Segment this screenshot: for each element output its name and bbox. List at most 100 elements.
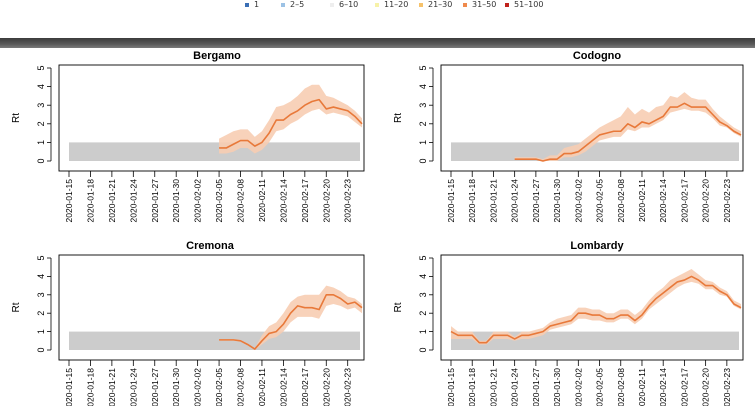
y-axis-label: Rt bbox=[11, 302, 22, 312]
x-tick-label: 2020-02-17 bbox=[300, 368, 310, 406]
x-tick-label: 2020-02-17 bbox=[300, 179, 310, 223]
x-tick-label: 2020-01-30 bbox=[552, 368, 562, 406]
x-tick-label: 2020-02-02 bbox=[573, 368, 583, 406]
y-tick-label: 0 bbox=[36, 347, 46, 352]
legend-label: 6–10 bbox=[339, 0, 359, 9]
x-tick-label: 2020-02-08 bbox=[236, 179, 246, 223]
x-tick-label: 2020-01-18 bbox=[467, 368, 477, 406]
x-tick-label: 2020-02-20 bbox=[701, 368, 711, 406]
x-tick-label: 2020-02-11 bbox=[637, 179, 647, 222]
x-tick-label: 2020-02-14 bbox=[278, 368, 288, 406]
x-tick-label: 2020-01-24 bbox=[128, 368, 138, 406]
y-tick-label: 0 bbox=[36, 158, 46, 163]
x-tick-label: 2020-02-17 bbox=[679, 179, 689, 223]
legend-swatch bbox=[330, 2, 334, 7]
x-tick-label: 2020-02-05 bbox=[595, 179, 605, 223]
x-tick-label: 2020-02-02 bbox=[573, 179, 583, 223]
x-tick-label: 2020-01-21 bbox=[488, 179, 498, 223]
y-tick-label: 4 bbox=[418, 274, 428, 279]
threshold-band bbox=[451, 142, 739, 161]
legend-item: 1 bbox=[245, 0, 259, 10]
legend-label: 51–100 bbox=[514, 0, 544, 9]
legend-swatch bbox=[463, 2, 467, 7]
y-tick-label: 1 bbox=[36, 140, 46, 145]
threshold-band bbox=[69, 142, 360, 161]
x-tick-label: 2020-02-17 bbox=[679, 368, 689, 406]
x-tick-label: 2020-01-21 bbox=[107, 179, 117, 223]
x-tick-label: 2020-01-30 bbox=[171, 179, 181, 223]
legend-item: 31–50 bbox=[463, 0, 496, 10]
legend-swatch bbox=[245, 2, 249, 7]
y-tick-label: 3 bbox=[36, 292, 46, 297]
rt-series-line bbox=[450, 275, 742, 344]
y-axis-label: Rt bbox=[11, 113, 22, 123]
x-tick-label: 2020-02-11 bbox=[637, 368, 647, 406]
y-tick-label: 0 bbox=[418, 158, 428, 163]
x-tick-label: 2020-02-14 bbox=[658, 368, 668, 406]
x-tick-label: 2020-02-14 bbox=[658, 179, 668, 223]
y-axis-label: Rt bbox=[393, 113, 404, 123]
y-tick-label: 2 bbox=[418, 311, 428, 316]
x-tick-label: 2020-02-05 bbox=[214, 368, 224, 406]
x-tick-label: 2020-01-27 bbox=[150, 179, 160, 223]
x-tick-label: 2020-02-20 bbox=[321, 179, 331, 223]
plot-frame bbox=[58, 254, 365, 361]
x-tick-label: 2020-01-21 bbox=[488, 368, 498, 406]
x-tick-label: 2020-01-27 bbox=[531, 179, 541, 223]
chart-title: Bergamo bbox=[193, 50, 241, 62]
legend-item: 51–100 bbox=[505, 0, 543, 10]
x-tick-label: 2020-02-08 bbox=[236, 368, 246, 406]
x-tick-label: 2020-01-15 bbox=[64, 179, 74, 223]
y-tick-label: 3 bbox=[418, 292, 428, 297]
y-tick-label: 4 bbox=[36, 84, 46, 89]
chart-panel: Codogno 0 1 2 3 4 5 Rt 2020-01-15 2020-01-18 2020-… bbox=[393, 50, 744, 223]
rt-series-line bbox=[219, 293, 363, 350]
y-axis-label: Rt bbox=[393, 302, 404, 312]
x-tick-label: 2020-01-21 bbox=[107, 368, 117, 406]
confidence-band bbox=[219, 285, 362, 350]
y-tick-label: 1 bbox=[418, 140, 428, 145]
plot-frame bbox=[58, 64, 365, 172]
legend-item: 2–5 bbox=[281, 0, 304, 10]
plot-frame bbox=[440, 64, 744, 172]
legend-label: 11–20 bbox=[384, 0, 409, 9]
x-tick-label: 2020-02-23 bbox=[722, 179, 732, 223]
x-tick-label: 2020-02-05 bbox=[595, 368, 605, 406]
plot-frame bbox=[440, 254, 744, 361]
legend-swatch bbox=[419, 2, 423, 7]
y-tick-label: 5 bbox=[418, 255, 428, 260]
x-tick-label: 2020-02-23 bbox=[343, 368, 353, 406]
x-tick-label: 2020-01-27 bbox=[150, 368, 160, 406]
y-tick-label: 5 bbox=[36, 255, 46, 260]
y-tick-label: 4 bbox=[36, 274, 46, 279]
x-tick-label: 2020-02-14 bbox=[278, 179, 288, 223]
x-tick-label: 2020-01-30 bbox=[552, 179, 562, 223]
legend: 1 2–5 6–10 11–20 21–30 31–50 51–100 bbox=[0, 0, 755, 12]
x-tick-label: 2020-02-11 bbox=[257, 368, 267, 406]
rt-series-line bbox=[219, 98, 363, 149]
x-tick-label: 2020-01-30 bbox=[171, 368, 181, 406]
chart-title: Lombardy bbox=[570, 240, 624, 252]
y-tick-label: 2 bbox=[36, 121, 46, 126]
legend-swatch bbox=[505, 2, 509, 7]
x-tick-label: 2020-02-23 bbox=[722, 368, 732, 406]
top-divider-bar bbox=[0, 38, 755, 48]
x-tick-label: 2020-01-24 bbox=[510, 179, 520, 223]
chart-title: Codogno bbox=[573, 50, 622, 62]
confidence-band bbox=[514, 92, 741, 161]
legend-item: 6–10 bbox=[330, 0, 358, 10]
x-tick-label: 2020-02-11 bbox=[257, 179, 267, 222]
x-tick-label: 2020-02-02 bbox=[193, 179, 203, 223]
legend-label: 31–50 bbox=[472, 0, 497, 9]
legend-item: 21–30 bbox=[419, 0, 452, 10]
y-tick-label: 4 bbox=[418, 84, 428, 89]
y-tick-label: 1 bbox=[418, 329, 428, 334]
x-tick-label: 2020-01-15 bbox=[446, 179, 456, 223]
chart-panel: Bergamo 0 1 2 3 4 5 Rt 2020-01-15 2020-01-18 2020-… bbox=[11, 50, 365, 223]
legend-label: 21–30 bbox=[428, 0, 453, 9]
x-tick-label: 2020-01-18 bbox=[85, 179, 95, 223]
legend-swatch bbox=[281, 2, 285, 7]
y-tick-label: 2 bbox=[36, 311, 46, 316]
x-tick-label: 2020-02-08 bbox=[616, 179, 626, 223]
legend-item: 11–20 bbox=[375, 0, 408, 10]
